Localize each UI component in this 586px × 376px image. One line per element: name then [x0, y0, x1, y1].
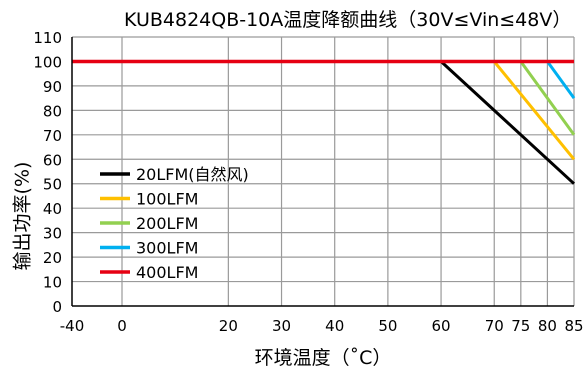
chart-title: KUB4824QB-10A温度降额曲线（30V≤Vin≤48V） [124, 9, 572, 31]
legend: 20LFM(自然风) 100LFM 200LFM 300LFM 400LFM [100, 165, 249, 282]
y-tick-label: 50 [43, 176, 62, 194]
y-tick-label: 60 [43, 151, 62, 169]
x-tick-label: 20 [219, 317, 238, 335]
y-tick-label: 0 [52, 298, 62, 316]
x-tick-label: 85 [564, 317, 583, 335]
y-tick-label: 80 [43, 102, 62, 120]
y-tick-label: 90 [43, 78, 62, 96]
x-tick-label: 40 [325, 317, 344, 335]
y-tick-label: 30 [43, 225, 62, 243]
x-tick-label: 60 [432, 317, 451, 335]
x-tick-label: 80 [538, 317, 557, 335]
y-tick-label: 70 [43, 127, 62, 145]
legend-label: 400LFM [136, 263, 198, 282]
legend-label: 100LFM [136, 190, 198, 209]
y-tick-label: 20 [43, 249, 62, 267]
y-tick-label: 110 [33, 29, 62, 47]
series-lines [72, 59, 576, 185]
x-tick-label: 0 [117, 317, 127, 335]
legend-label: 200LFM [136, 214, 198, 233]
x-tick-label: -40 [60, 317, 85, 335]
x-axis-label: 环境温度（˚C） [254, 347, 392, 369]
axes [71, 37, 574, 307]
x-tick-label: 50 [378, 317, 397, 335]
x-tick-label: 75 [511, 317, 530, 335]
legend-label: 20LFM(自然风) [136, 165, 249, 184]
x-tick-label: 70 [485, 317, 504, 335]
y-tick-label: 10 [43, 274, 62, 292]
y-tick-label: 100 [33, 53, 62, 71]
x-tick-label: 30 [272, 317, 291, 335]
series-line [72, 60, 576, 136]
y-tick-label: 40 [43, 200, 62, 218]
legend-label: 300LFM [136, 239, 198, 258]
